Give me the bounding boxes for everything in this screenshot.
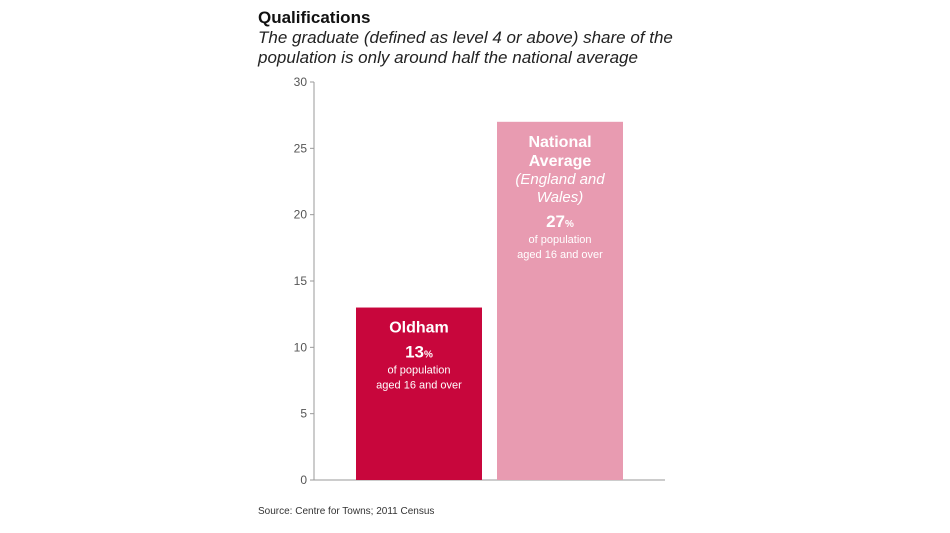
y-tick-label: 30 — [294, 75, 308, 89]
subtitle-line-2: population is only around half the natio… — [258, 48, 638, 67]
source-note: Source: Centre for Towns; 2011 Census — [258, 506, 435, 517]
bar-subname-label: Wales) — [537, 189, 583, 206]
chart-subtitle: The graduate (defined as level 4 or abov… — [258, 28, 678, 68]
bar-name-label: National — [528, 134, 591, 151]
bar-name-label: Average — [529, 153, 592, 170]
chart-title: Qualifications — [258, 8, 371, 27]
y-tick-label: 15 — [294, 274, 308, 288]
y-tick-label: 25 — [294, 141, 308, 155]
bar-name-label: Oldham — [389, 320, 449, 337]
bar-subname-label: (England and — [515, 171, 605, 188]
bar — [497, 121, 623, 481]
subtitle-line-1: The graduate (defined as level 4 or abov… — [258, 28, 673, 47]
y-tick-label: 10 — [294, 340, 308, 354]
bar-description-label: aged 16 and over — [376, 380, 462, 392]
bar-description-label: aged 16 and over — [517, 249, 603, 261]
bar-value-unit: % — [424, 350, 433, 361]
bar-description-label: of population — [388, 365, 451, 377]
y-tick-label: 5 — [300, 407, 307, 421]
y-tick-label: 0 — [300, 473, 307, 487]
bar-value-unit: % — [565, 219, 574, 230]
bar-description-label: of population — [529, 234, 592, 246]
bar — [356, 307, 482, 480]
y-tick-label: 20 — [294, 208, 308, 222]
